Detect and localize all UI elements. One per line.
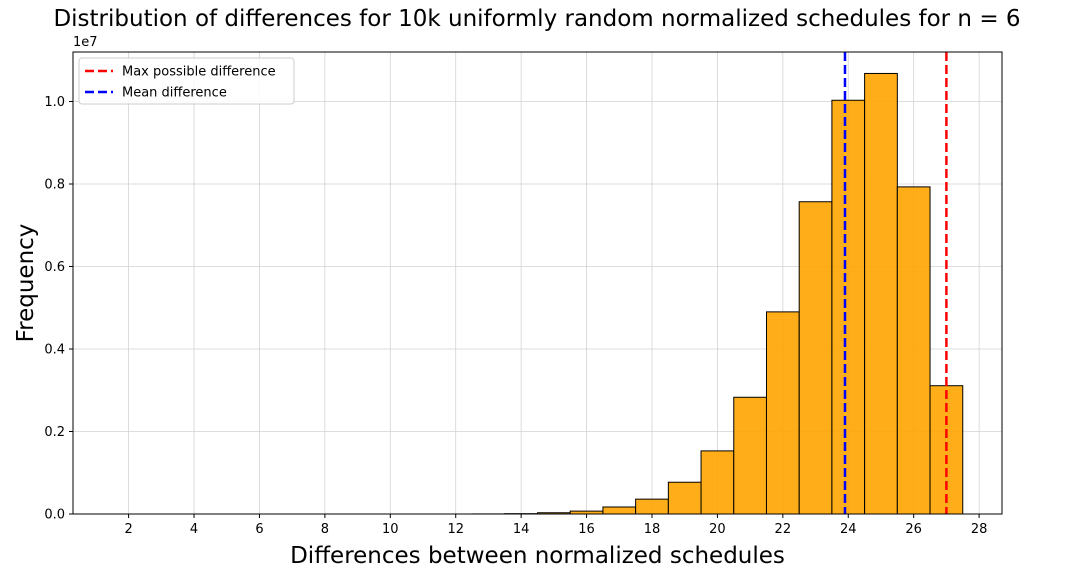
histogram-bar: [733, 396, 767, 515]
x-tick-label: 16: [578, 522, 595, 537]
y-tick-label: 1.0: [44, 95, 65, 110]
x-axis-ticks: 2 4 6 8 10 12 14 16 18 20 22 24 26 28: [124, 514, 987, 537]
legend-label: Mean difference: [122, 86, 227, 101]
x-tick-label: 24: [840, 522, 857, 537]
y-axis-label: Frequency: [13, 224, 39, 343]
histogram-bar: [635, 498, 669, 515]
y-tick-label: 0.4: [44, 343, 65, 358]
legend: Max possible difference Mean difference: [78, 57, 295, 105]
y-tick-label: 0.8: [44, 178, 65, 193]
x-tick-label: 2: [124, 522, 132, 537]
legend-label: Max possible difference: [122, 65, 276, 80]
x-tick-label: 4: [190, 522, 198, 537]
y-tick-label: 0.2: [44, 425, 65, 440]
histogram-bar: [602, 506, 637, 515]
x-tick-label: 26: [905, 522, 922, 537]
x-axis-label: Differences between normalized schedules: [290, 543, 785, 569]
histogram-bar: [700, 450, 735, 515]
histogram-bar: [896, 186, 931, 515]
y-axis-ticks: 0.0 0.2 0.4 0.6 0.8 1.0: [44, 95, 73, 523]
x-tick-label: 20: [709, 522, 726, 537]
plot-frame: [72, 51, 1003, 515]
x-tick-label: 18: [644, 522, 661, 537]
x-tick-label: 22: [775, 522, 792, 537]
x-tick-label: 14: [513, 522, 530, 537]
reference-lines: [843, 52, 948, 514]
y-tick-label: 0.0: [44, 508, 65, 523]
x-tick-label: 6: [255, 522, 263, 537]
x-tick-label: 12: [447, 522, 464, 537]
histogram-bar: [667, 481, 702, 515]
x-tick-label: 8: [321, 522, 329, 537]
y-offset-label: 1e7: [73, 35, 98, 50]
x-tick-label: 10: [382, 522, 399, 537]
legend-box: [78, 57, 295, 105]
x-tick-label: 28: [971, 522, 988, 537]
histogram-bar: [765, 311, 800, 515]
chart-title: Distribution of differences for 10k unif…: [53, 6, 1021, 32]
histogram-bar: [798, 201, 833, 515]
histogram-bar: [864, 72, 898, 515]
y-tick-label: 0.6: [44, 260, 65, 275]
histogram-bar: [831, 99, 866, 515]
